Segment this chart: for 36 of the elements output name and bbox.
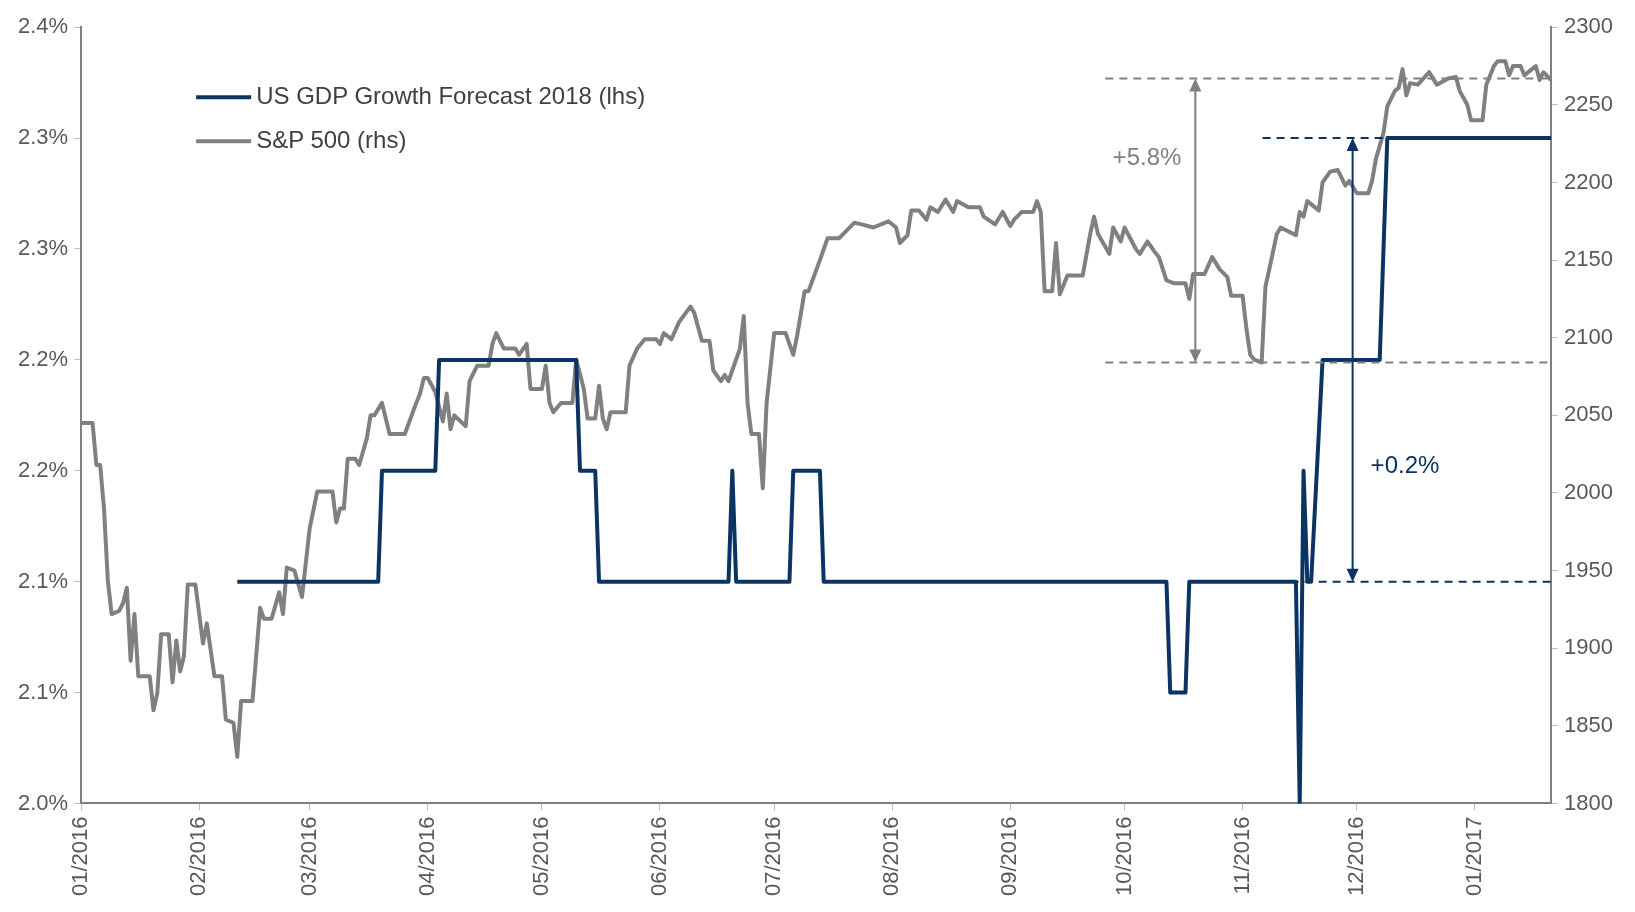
x-tick-label: 09/2016 bbox=[996, 816, 1022, 897]
x-tick-label: 10/2016 bbox=[1110, 816, 1136, 897]
y2-tick-label: 1850 bbox=[1564, 711, 1614, 737]
y2-tick-label: 2200 bbox=[1564, 168, 1614, 194]
annotation: +0.2% bbox=[1370, 450, 1440, 478]
x-tick-label: 01/2017 bbox=[1460, 816, 1486, 897]
y2-tick-label: 1900 bbox=[1564, 634, 1614, 660]
y2-tick-label: 1950 bbox=[1564, 556, 1614, 582]
y2-tick-label: 2250 bbox=[1564, 90, 1614, 116]
y-tick-label: 2.1% bbox=[17, 567, 69, 593]
x-tick-label: 08/2016 bbox=[878, 816, 904, 897]
x-tick-label: 12/2016 bbox=[1342, 816, 1368, 897]
legend-label: S&P 500 (rhs) bbox=[256, 125, 407, 153]
x-tick-label: 02/2016 bbox=[185, 816, 211, 897]
x-tick-label: 05/2016 bbox=[527, 816, 553, 897]
y-tick-label: 2.3% bbox=[17, 235, 69, 261]
annotation: +5.8% bbox=[1112, 142, 1182, 170]
x-tick-label: 07/2016 bbox=[760, 816, 786, 897]
y-tick-label: 2.2% bbox=[17, 456, 69, 482]
x-tick-label: 03/2016 bbox=[295, 816, 321, 897]
y-tick-label: 2.4% bbox=[17, 13, 69, 39]
y2-tick-label: 1800 bbox=[1564, 789, 1614, 815]
y2-tick-label: 2100 bbox=[1564, 323, 1614, 349]
y2-tick-label: 2300 bbox=[1564, 13, 1614, 39]
y-tick-label: 2.0% bbox=[17, 789, 69, 815]
x-tick-label: 04/2016 bbox=[413, 816, 439, 897]
x-tick-label: 06/2016 bbox=[646, 816, 672, 897]
y-tick-label: 2.2% bbox=[17, 345, 69, 371]
y2-tick-label: 2050 bbox=[1564, 401, 1614, 427]
y-tick-label: 2.3% bbox=[17, 124, 69, 150]
y-tick-label: 2.1% bbox=[17, 678, 69, 704]
x-tick-label: 11/2016 bbox=[1228, 816, 1254, 895]
legend-label: US GDP Growth Forecast 2018 (lhs) bbox=[256, 81, 646, 109]
x-tick-label: 01/2016 bbox=[67, 816, 93, 897]
y2-tick-label: 2000 bbox=[1564, 479, 1614, 505]
y2-tick-label: 2150 bbox=[1564, 246, 1614, 272]
